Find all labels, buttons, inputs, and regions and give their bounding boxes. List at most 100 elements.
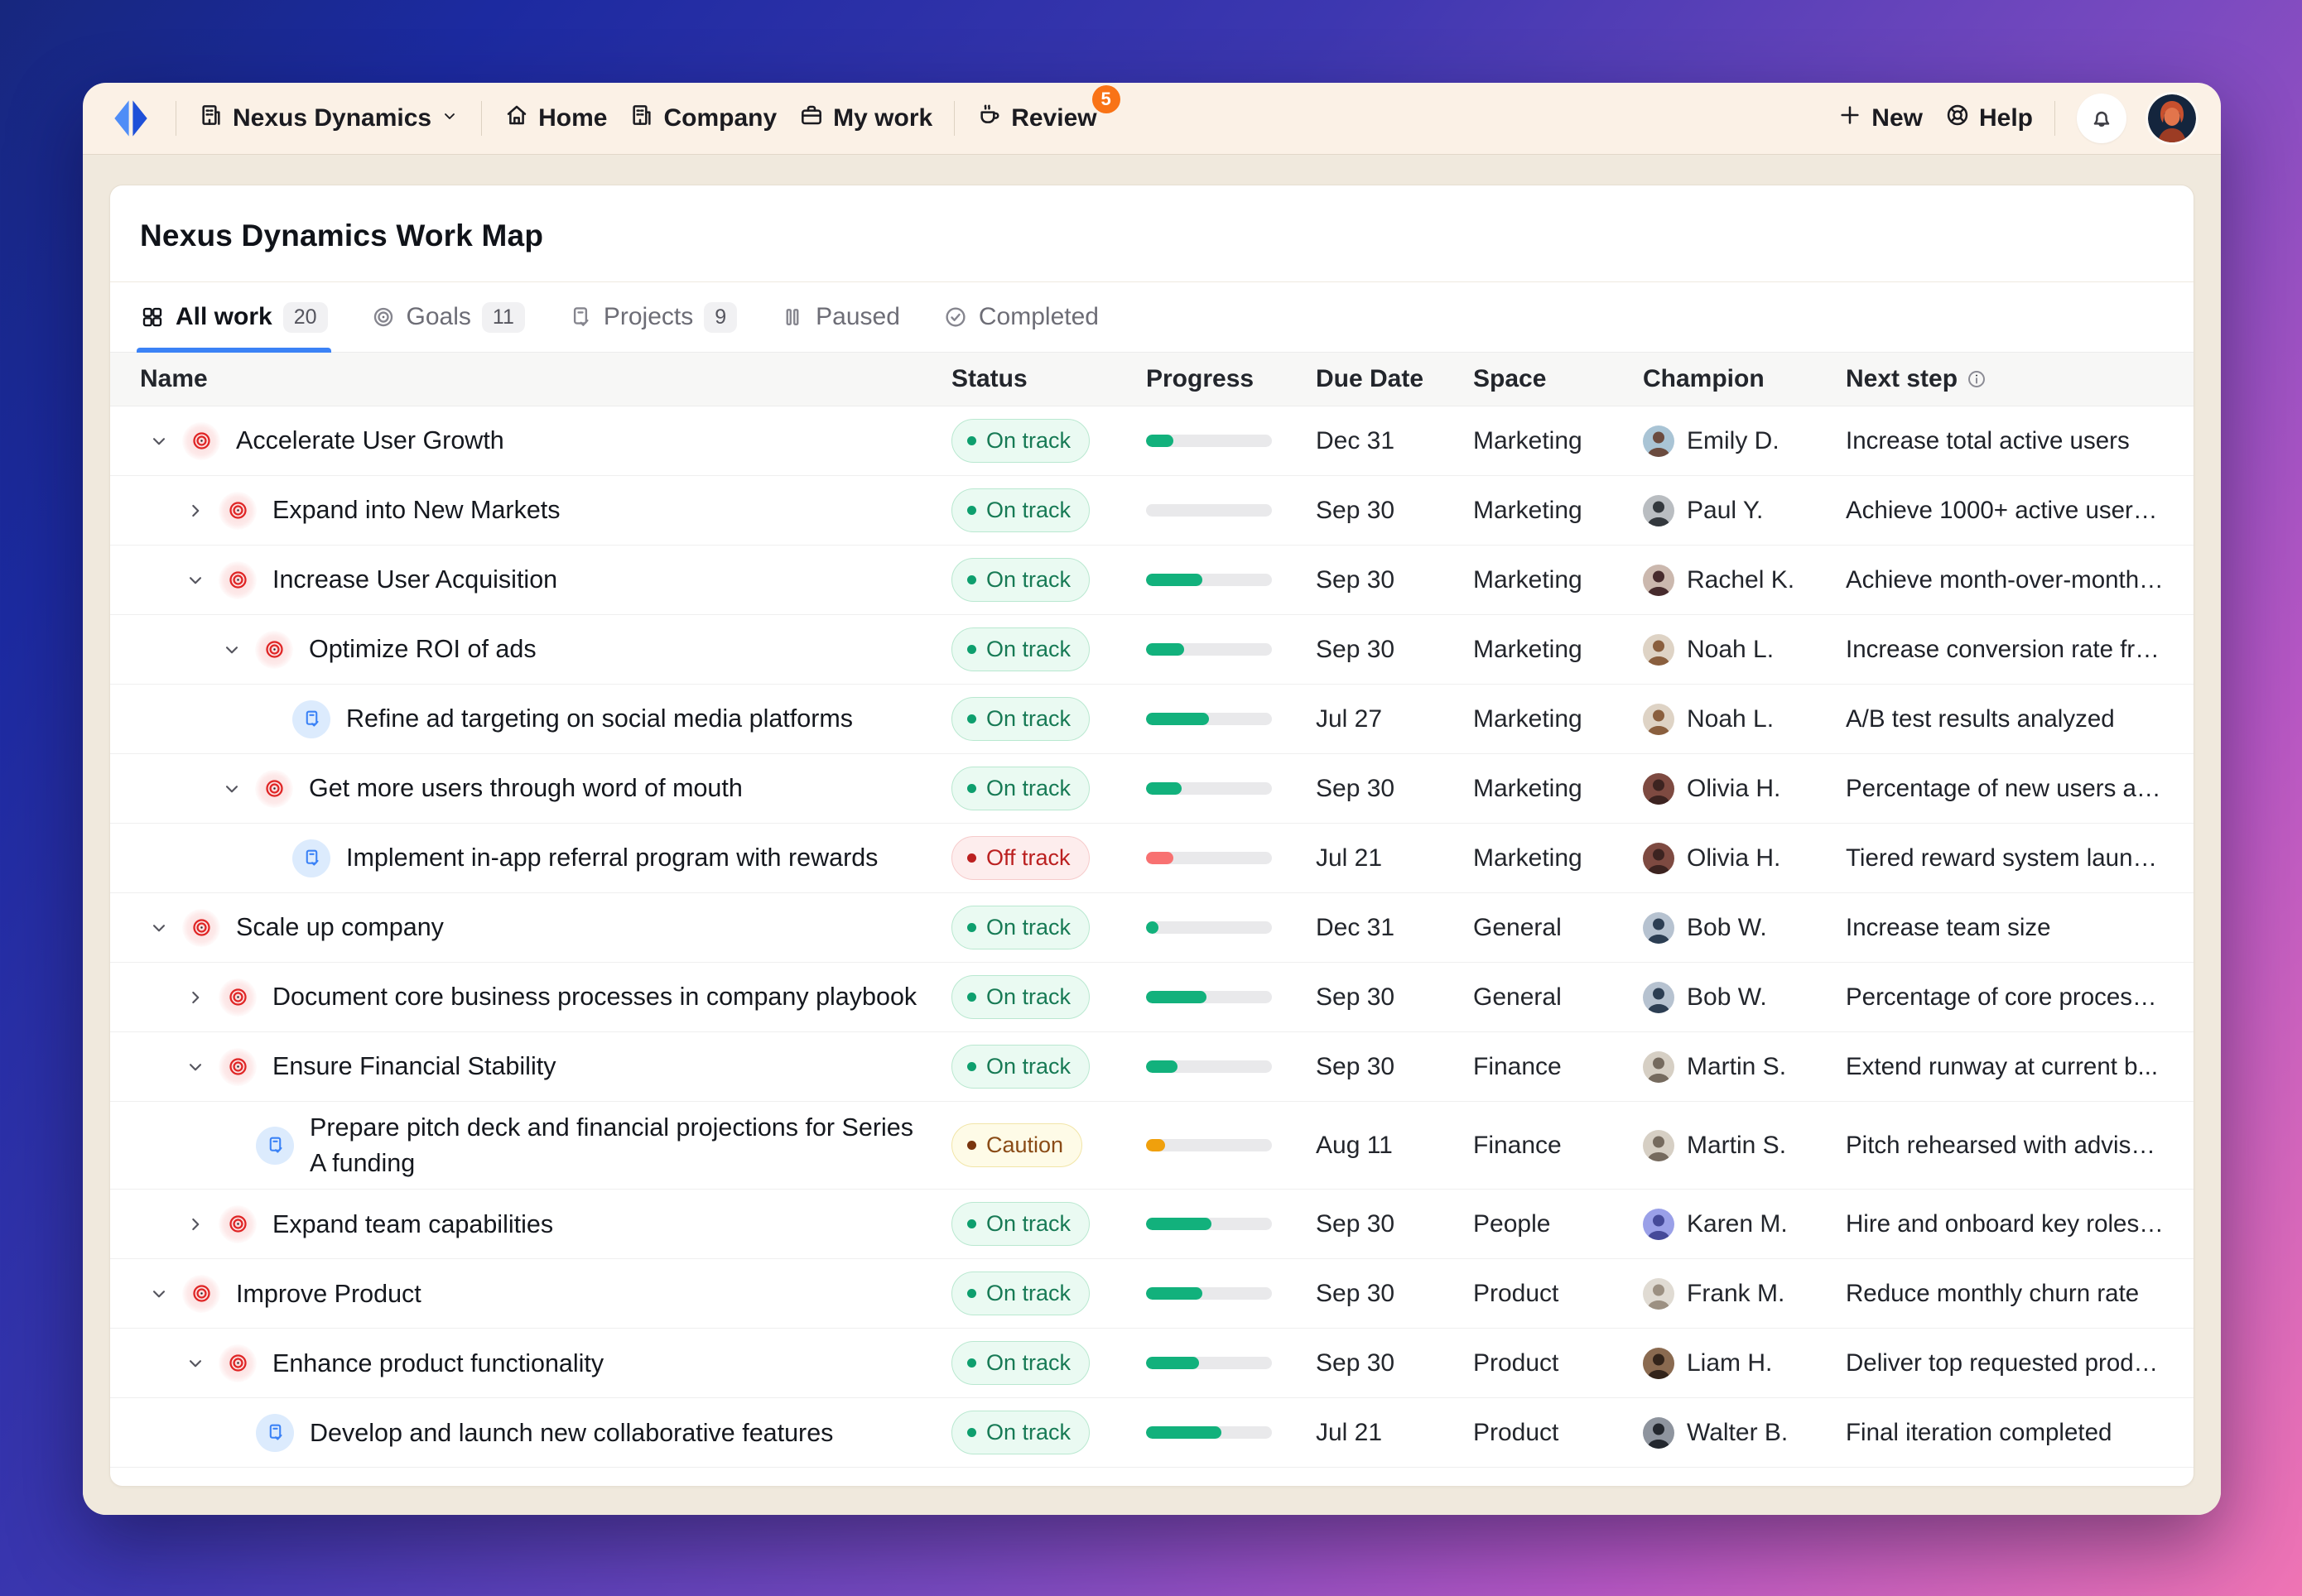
tab-count-badge: 11 — [481, 301, 525, 333]
next-step: Deliver top requested produ... — [1846, 1348, 2168, 1377]
space-label: Finance — [1473, 1052, 1562, 1080]
status-label: On track — [986, 1211, 1072, 1237]
tab-paused[interactable]: Paused — [780, 282, 900, 352]
table-row[interactable]: Develop and launch new collaborative fea… — [110, 1398, 2194, 1469]
next-step: Percentage of new users ac... — [1846, 774, 2170, 802]
chevron-right-icon[interactable] — [183, 985, 208, 1010]
chevron-down-icon[interactable] — [219, 637, 244, 662]
page-title: Nexus Dynamics Work Map — [140, 219, 544, 252]
champion-name: Frank M. — [1687, 1279, 1785, 1307]
due-date: Jul 21 — [1316, 844, 1383, 872]
table-row[interactable]: Scale up company On track Dec 31 General Bob… — [110, 893, 2194, 963]
status-dot — [967, 1219, 976, 1229]
avatar — [1643, 494, 1674, 526]
progress-fill — [1146, 643, 1184, 656]
progress-fill — [1146, 1060, 1177, 1073]
chevron-down-icon[interactable] — [183, 1351, 208, 1376]
tab-goals[interactable]: Goals 11 — [371, 282, 525, 352]
space-label: Marketing — [1473, 635, 1582, 663]
status-badge[interactable]: On track — [951, 1202, 1091, 1247]
table-row[interactable]: Optimize ROI of ads On track Sep 30 Marketi… — [110, 615, 2194, 685]
nav-item-my-work[interactable]: My work — [798, 102, 932, 135]
tab-completed[interactable]: Completed — [943, 282, 1099, 352]
chevron-down-icon[interactable] — [183, 1055, 208, 1079]
info-icon[interactable] — [1966, 368, 1987, 390]
table-row[interactable]: Improve Product On track Sep 30 Product Fran… — [110, 1259, 2194, 1329]
status-badge[interactable]: Off track — [951, 836, 1090, 880]
chevron-down-icon[interactable] — [147, 916, 171, 940]
status-badge[interactable]: On track — [951, 975, 1091, 1019]
champion-cell: Rachel K. — [1643, 564, 1846, 596]
nav-item-review[interactable]: Review 5 — [976, 85, 1120, 135]
status-badge[interactable]: On track — [951, 1272, 1091, 1316]
avatar — [1643, 564, 1674, 596]
help-button[interactable]: Help — [1944, 102, 2033, 135]
status-badge[interactable]: On track — [951, 697, 1091, 741]
divider — [110, 281, 2194, 282]
table-row[interactable]: Ensure Financial Stability On track Sep 30… — [110, 1032, 2194, 1102]
chevron-down-icon[interactable] — [147, 429, 171, 454]
goal-target-icon — [182, 421, 220, 460]
champion-cell: Liam H. — [1643, 1347, 1846, 1379]
space-label: Marketing — [1473, 496, 1582, 524]
progress-fill — [1146, 1357, 1199, 1370]
due-date: Sep 30 — [1316, 1279, 1395, 1307]
status-badge[interactable]: On track — [951, 767, 1091, 810]
status-badge[interactable]: On track — [951, 906, 1091, 949]
status-label: On track — [986, 915, 1072, 940]
table-row[interactable]: Accelerate User Growth On track Dec 31 Mark… — [110, 406, 2194, 476]
tab-projects[interactable]: Projects 9 — [568, 282, 738, 352]
home-icon — [503, 102, 530, 135]
avatar — [1643, 1208, 1674, 1240]
table-row[interactable]: Expand into New Markets On track Sep 30 Mar… — [110, 476, 2194, 546]
app-logo-icon[interactable] — [108, 95, 154, 142]
status-badge[interactable]: Caution — [951, 1123, 1083, 1168]
status-badge[interactable]: On track — [951, 419, 1091, 463]
table-row[interactable]: Increase User Acquisition On track Sep 30 M… — [110, 546, 2194, 615]
status-badge[interactable]: On track — [951, 627, 1091, 671]
table-body: Accelerate User Growth On track Dec 31 Mark… — [110, 406, 2194, 1486]
row-name: Implement in-app referral program with r… — [346, 844, 879, 873]
user-avatar[interactable] — [2148, 94, 2196, 142]
table-row[interactable]: Implement in-app referral program with r… — [110, 824, 2194, 893]
status-badge[interactable]: On track — [951, 1411, 1091, 1455]
champion-name: Bob W. — [1687, 913, 1767, 941]
notifications-button[interactable] — [2077, 94, 2126, 143]
table-row[interactable]: Enhance product functionality On track Sep… — [110, 1329, 2194, 1399]
table-row[interactable]: Prepare pitch deck and financial project… — [110, 1102, 2194, 1190]
status-badge[interactable]: On track — [951, 488, 1091, 532]
status-badge[interactable]: On track — [951, 558, 1091, 602]
status-dot — [967, 923, 976, 932]
workspace-switcher[interactable]: Nexus Dynamics — [198, 102, 460, 135]
chevron-down-icon[interactable] — [147, 1281, 171, 1306]
status-badge[interactable]: On track — [951, 1045, 1091, 1089]
due-date: Sep 30 — [1316, 1052, 1395, 1080]
chevron-right-icon[interactable] — [183, 1212, 208, 1237]
space-label: General — [1473, 913, 1562, 941]
col-header-name: Name — [140, 365, 208, 392]
space-label: Product — [1473, 1348, 1559, 1377]
progress-bar — [1146, 1218, 1272, 1231]
table-row[interactable]: Document core business processes in comp… — [110, 963, 2194, 1032]
project-doc-icon — [292, 839, 330, 877]
champion-name: Liam H. — [1687, 1348, 1773, 1377]
table-row[interactable]: Get more users through word of mouth On t… — [110, 754, 2194, 824]
status-label: On track — [986, 567, 1072, 592]
progress-bar — [1146, 782, 1272, 795]
row-name: Optimize ROI of ads — [309, 635, 537, 664]
nav-item-home[interactable]: Home — [503, 102, 607, 135]
chevron-down-icon[interactable] — [219, 776, 244, 801]
nav-item-company[interactable]: Company — [628, 102, 777, 135]
status-badge[interactable]: On track — [951, 1341, 1091, 1386]
workspace-name: Nexus Dynamics — [233, 104, 432, 132]
project-doc-icon — [292, 699, 330, 738]
pause-icon — [780, 305, 805, 329]
goal-target-icon — [219, 978, 257, 1017]
progress-bar — [1146, 1357, 1272, 1370]
table-row[interactable]: Refine ad targeting on social media plat… — [110, 685, 2194, 754]
tab-all-work[interactable]: All work 20 — [137, 282, 331, 353]
table-row[interactable]: Expand team capabilities On track Sep 30 Pe… — [110, 1190, 2194, 1260]
new-button[interactable]: New — [1837, 102, 1923, 135]
chevron-right-icon[interactable] — [183, 498, 208, 523]
chevron-down-icon[interactable] — [183, 568, 208, 593]
